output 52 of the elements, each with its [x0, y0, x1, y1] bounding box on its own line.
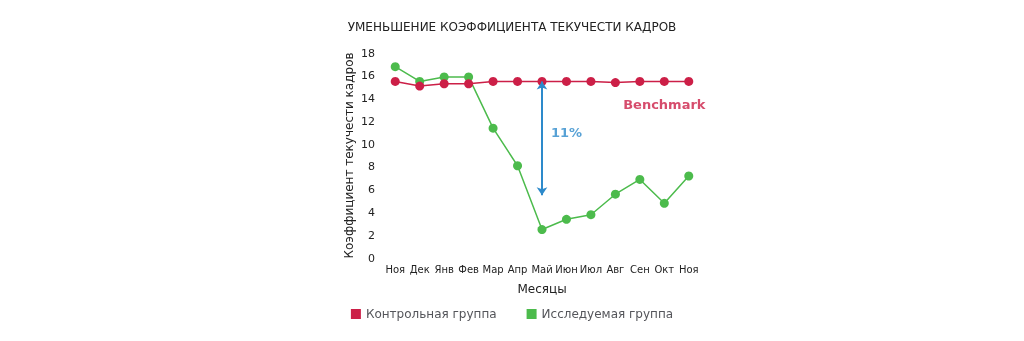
point [488, 123, 498, 133]
point [561, 214, 571, 224]
point [537, 225, 547, 235]
point [635, 174, 645, 184]
point [513, 161, 523, 171]
x-tick-label: Сен [630, 263, 650, 275]
point [586, 210, 596, 220]
point [390, 62, 400, 72]
x-tick-label: Авг [606, 263, 625, 275]
y-tick-label: 8 [368, 160, 375, 174]
x-tick-label: Май [531, 263, 553, 275]
x-tick-label: Окт [654, 263, 675, 275]
y-tick-label: 10 [361, 137, 375, 151]
y-axis-title: Коэффициент текучести кадров [342, 52, 356, 259]
x-tick-label: Июл [579, 263, 603, 275]
point [659, 198, 669, 208]
y-tick-label: 14 [361, 92, 375, 106]
x-tick-label: Дек [409, 263, 430, 275]
y-tick-label: 2 [368, 228, 375, 242]
x-tick-label: Апр [507, 263, 528, 275]
y-tick-label: 12 [361, 114, 375, 128]
point [464, 79, 474, 89]
point [610, 189, 620, 199]
point [439, 79, 449, 89]
point [390, 76, 400, 86]
point [684, 171, 694, 181]
x-tick-label: Мар [482, 263, 504, 275]
x-tick-label: Янв [434, 263, 454, 275]
x-tick-label: Фев [458, 263, 480, 275]
annotation: Benchmark [623, 96, 706, 112]
x-tick-label: Ноя [678, 263, 699, 275]
x-tick-label: Ноя [385, 263, 406, 275]
point [488, 76, 498, 86]
legend-label: Контрольная группа [365, 307, 497, 321]
legend-label: Исследуемая группа [541, 307, 674, 321]
chart-title: УМЕНЬШЕНИЕ КОЭФФИЦИЕНТА ТЕКУЧЕСТИ КАДРОВ [347, 20, 677, 34]
point [610, 78, 620, 88]
point [635, 76, 645, 86]
annotation: 11% [550, 125, 583, 141]
y-tick-label: 18 [361, 46, 375, 60]
x-axis-title: Месяцы [517, 282, 567, 296]
y-tick-label: 16 [361, 69, 375, 83]
point [561, 76, 571, 86]
y-tick-label: 6 [368, 183, 375, 197]
y-tick-label: 0 [368, 251, 375, 265]
point [659, 76, 669, 86]
y-tick-label: 4 [368, 205, 375, 219]
point [513, 76, 523, 86]
point [586, 76, 596, 86]
x-tick-label: Июн [555, 263, 578, 275]
point [415, 81, 425, 91]
point [684, 76, 694, 86]
